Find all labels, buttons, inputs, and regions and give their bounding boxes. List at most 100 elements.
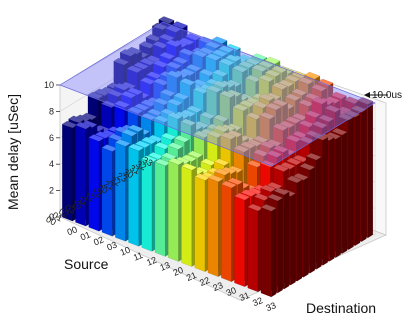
- bar: [260, 204, 277, 298]
- source-tick-label: 00: [44, 214, 58, 228]
- bar-face-top: [127, 124, 144, 132]
- threshold-arrow-head: [364, 92, 370, 98]
- bar-face-top: [181, 163, 198, 171]
- bar-face-top: [260, 184, 277, 193]
- destination-tick-label: 10: [119, 245, 132, 258]
- bar-face-top: [213, 124, 230, 133]
- bar-face-top: [192, 49, 209, 58]
- bar-face-top: [272, 145, 289, 153]
- bar-face-top: [357, 97, 374, 105]
- bar-face-top: [211, 49, 228, 57]
- bar-face-top: [260, 204, 277, 212]
- bar-face-top: [199, 111, 216, 120]
- source-tick-label: 11: [76, 194, 89, 207]
- bar-face-top: [167, 112, 184, 120]
- bar-face-top: [240, 189, 257, 197]
- bar-face-top: [330, 91, 347, 100]
- bar-face-top: [244, 57, 261, 66]
- z-tick-label: 4: [49, 159, 54, 169]
- bar-face-side: [354, 114, 361, 246]
- bar-face-top: [211, 36, 228, 44]
- destination-axis-ticks: 00 01 02 03 10 11 12 13 20 21 22 23 30 31 32 33: [66, 224, 278, 313]
- bar-face-top: [218, 45, 235, 53]
- bar-face-front: [221, 183, 232, 283]
- bar-face-side: [296, 179, 303, 282]
- source-axis-title: Source: [64, 256, 109, 272]
- bar-face-top: [165, 61, 183, 69]
- bar-face-top: [165, 25, 182, 33]
- bar: [154, 158, 171, 257]
- bar-face-side: [341, 131, 348, 254]
- bar-face-top: [173, 135, 190, 143]
- source-tick-label: 13: [89, 186, 103, 200]
- bar-face-top: [259, 141, 276, 149]
- bar-face-top: [238, 60, 255, 69]
- z-tick-label: 6: [49, 133, 54, 143]
- bar: [114, 139, 131, 242]
- bar-face-top: [171, 21, 188, 29]
- z-axis-ticks: 0 2 4 6 8 10: [44, 80, 60, 222]
- bar-face-front: [234, 195, 245, 288]
- bar-face-top: [127, 106, 144, 114]
- bar-face-top: [114, 100, 131, 108]
- bar-face-top: [305, 152, 322, 161]
- bar: [181, 163, 198, 267]
- bar-face-top: [212, 114, 229, 122]
- bar-face-top: [285, 157, 303, 166]
- bar-face-top: [291, 88, 308, 96]
- source-tick-label: 32: [134, 159, 148, 173]
- bar-face-top: [284, 93, 301, 101]
- bar-face-top: [158, 33, 175, 42]
- bar-face-top: [232, 103, 249, 112]
- bar-face-top: [273, 164, 290, 172]
- bar-face-top: [167, 157, 184, 166]
- bar-face-top: [141, 155, 158, 163]
- destination-tick-label: 01: [79, 229, 92, 242]
- bar-face-top: [207, 174, 224, 183]
- bar-face-top: [75, 121, 92, 130]
- bar-face-top: [233, 145, 250, 153]
- destination-tick-label: 03: [105, 240, 118, 253]
- z-tick-label: 8: [49, 106, 54, 116]
- bar-face-top: [133, 62, 150, 70]
- bar-face-top: [158, 16, 175, 24]
- bar-face-top: [331, 127, 348, 136]
- bar-face-top: [317, 78, 334, 87]
- bar: [207, 174, 224, 277]
- destination-tick-label: 21: [185, 270, 198, 283]
- bar-face-front: [141, 158, 153, 252]
- bar-face-front: [75, 124, 86, 227]
- bar-face-top: [212, 69, 229, 77]
- source-tick-label: 01: [51, 210, 65, 224]
- source-tick-label: 33: [141, 155, 155, 169]
- destination-tick-label: 12: [145, 255, 158, 268]
- threshold-plane-group: [59, 21, 376, 167]
- bar-face-top: [184, 33, 201, 41]
- source-tick-label: 23: [115, 171, 129, 185]
- bar-face-top: [267, 193, 284, 202]
- source-tick-label: 02: [57, 206, 71, 220]
- bar-face-top: [284, 74, 301, 83]
- source-tick-label: 21: [102, 179, 116, 193]
- source-tick-label: 03: [64, 202, 78, 216]
- bar-face-top: [179, 78, 196, 86]
- bar-face-top: [186, 105, 203, 113]
- bar-face-top: [160, 132, 177, 141]
- destination-tick-label: 32: [251, 295, 264, 308]
- bar-face-top: [159, 51, 176, 60]
- bar-face-top: [297, 77, 314, 85]
- bar-face-front: [194, 176, 206, 272]
- bar-face-top: [166, 70, 183, 78]
- bar-face-top: [87, 91, 104, 100]
- source-tick-label: 10: [70, 198, 84, 212]
- bar-face-side: [367, 100, 374, 239]
- bar-face-top: [214, 168, 231, 176]
- bar-face-side: [283, 191, 290, 290]
- bar-face-top: [259, 112, 276, 120]
- bar: [167, 157, 184, 262]
- bar-face-top: [198, 47, 215, 55]
- bar-face-top: [166, 98, 183, 106]
- bar-face-top: [257, 60, 275, 68]
- bar: [194, 173, 211, 272]
- bar-face-top: [258, 93, 275, 102]
